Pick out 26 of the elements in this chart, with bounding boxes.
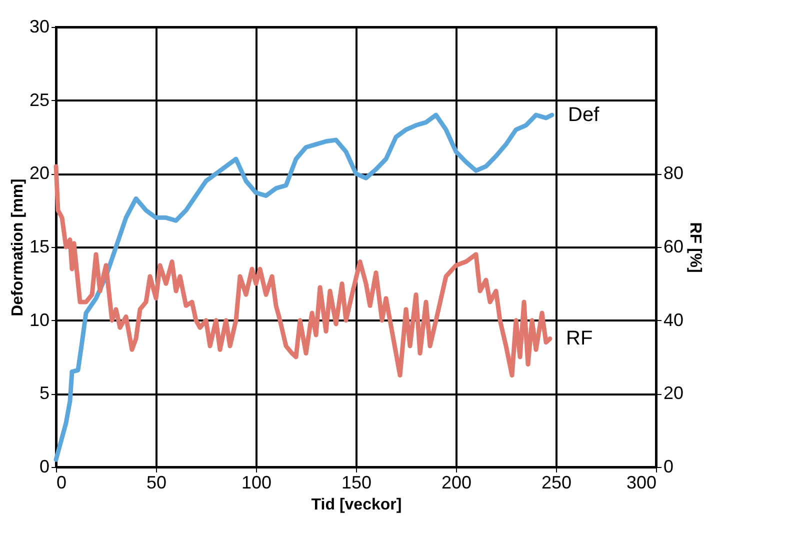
y-axis-title: Deformation [mm]	[9, 178, 26, 316]
x-tick-label: 150	[341, 472, 372, 492]
y2-tick-label: 80	[664, 163, 684, 184]
series-label: RF	[566, 328, 593, 350]
y-tick-label: 10	[29, 310, 50, 330]
y2-tick-label: 60	[664, 236, 684, 256]
y-tick-label: 25	[29, 90, 50, 110]
y2-axis-title: RF [%]	[686, 222, 704, 273]
y2-tick-label: 20	[664, 383, 684, 404]
y-tick-label: 15	[29, 236, 50, 256]
y-tick-label: 0	[39, 456, 50, 476]
x-tick-label: 200	[441, 472, 472, 492]
line-series	[54, 164, 552, 378]
x-tick-label: 0	[56, 472, 67, 492]
x-tick-label: 50	[146, 472, 167, 492]
line-series	[54, 112, 554, 462]
y2-tick-label: 40	[664, 310, 684, 330]
x-tick-label: 100	[241, 472, 272, 492]
y-tick-label: 30	[29, 16, 50, 36]
y-tick-label: 20	[29, 163, 50, 184]
series-label: Def	[568, 104, 600, 126]
x-tick-label: 300	[626, 472, 656, 492]
y-tick-label: 5	[39, 383, 50, 404]
x-tick-label: 250	[541, 472, 572, 492]
x-axis-title: Tid [veckor]	[311, 496, 402, 514]
y2-tick-label: 0	[664, 456, 674, 476]
